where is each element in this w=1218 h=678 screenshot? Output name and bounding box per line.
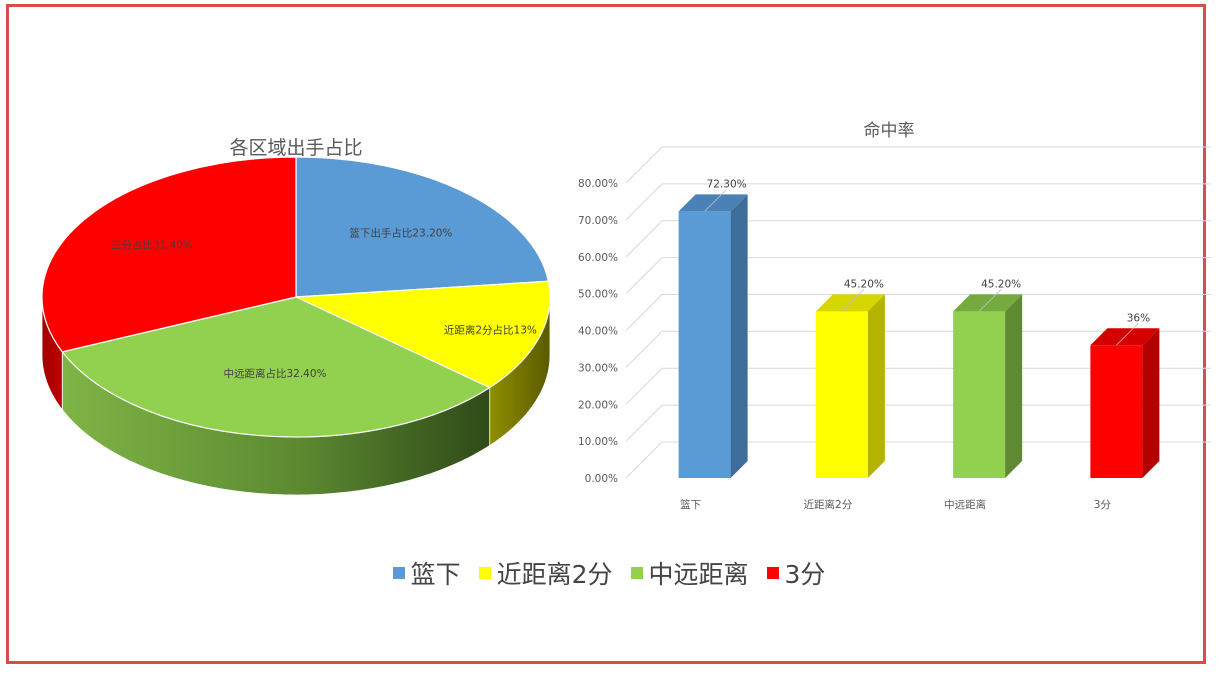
bar-data-label-2: 45.20% (981, 278, 1021, 290)
gridline-8 (625, 146, 1211, 184)
gridline-4 (625, 294, 1211, 331)
bar-side-1 (867, 294, 885, 478)
pie-data-label-2: 中远距离占比32.40% (223, 367, 326, 380)
legend: 篮下 近距离2分 中远距离 3分 (0, 555, 1218, 591)
pie-slice-3 (41, 156, 297, 353)
gridline-0 (625, 441, 1211, 479)
x-tick-label-2: 中远距离 (944, 498, 986, 511)
bar-chart: 0.00% 10.00% 20.00% 30.00% 40.00% 50.00% 60.00… (578, 146, 1211, 511)
pie-slice-1 (295, 280, 551, 389)
gridline-1 (625, 404, 1211, 442)
gridline-7 (625, 183, 1211, 221)
gridline-2 (625, 367, 1211, 405)
y-tick-label-3: 30.00% (578, 362, 618, 374)
y-tick-label-1: 10.00% (578, 436, 618, 448)
data-label-leader-3 (1116, 322, 1139, 346)
legend-label: 3分 (784, 560, 826, 589)
x-tick-label-0: 篮下 (680, 498, 701, 511)
y-tick-label-2: 20.00% (578, 399, 618, 411)
data-label-leader-2 (978, 289, 1002, 312)
x-tick-label-3: 3分 (1094, 499, 1112, 511)
gridline-3 (625, 330, 1211, 368)
y-tick-label-6: 60.00% (578, 252, 618, 264)
legend-label: 近距离2分 (496, 560, 613, 589)
legend-swatch (630, 567, 643, 579)
bar-data-label-1: 45.20% (844, 278, 884, 290)
bar-data-label-3: 36% (1127, 312, 1150, 324)
y-tick-label-4: 40.00% (578, 326, 618, 338)
y-tick-label-5: 50.00% (578, 289, 618, 301)
legend-swatch (766, 567, 779, 579)
y-tick-label-7: 70.00% (578, 215, 618, 227)
pie-slice-0 (295, 156, 550, 298)
bar-0 (678, 211, 731, 479)
pie-slice-2 (61, 296, 491, 438)
bar-side-2 (1005, 294, 1023, 478)
bar-side-3 (1142, 328, 1160, 478)
legend-item-3pt: 3分 (766, 555, 826, 591)
legend-label: 中远距离 (648, 560, 749, 589)
bar-3 (1090, 345, 1143, 478)
legend-swatch (392, 567, 405, 579)
y-tick-label-0: 0.00% (585, 473, 618, 485)
bar-side-0 (730, 194, 748, 479)
pie-data-label-0: 篮下出手占比23.20% (349, 226, 452, 239)
x-tick-label-1: 近距离2分 (804, 498, 853, 511)
bar-2 (953, 311, 1006, 478)
legend-item-close-2pt: 近距离2分 (478, 555, 613, 591)
pie-title: 各区域出手占比 (229, 137, 362, 159)
bar-1 (815, 311, 868, 478)
gridline-5 (625, 257, 1211, 294)
legend-label: 篮下 (410, 560, 461, 589)
pie-data-label-3: 三分占比31.40% (111, 239, 193, 252)
legend-swatch (478, 567, 491, 579)
data-label-leader-1 (841, 289, 865, 312)
bar-title: 命中率 (864, 121, 915, 141)
pie-chart: 篮下出手占比23.20% 近距离2分占比13% 中远距离占比32.40% 三分占比31… (41, 156, 551, 496)
gridline-6 (625, 220, 1211, 258)
legend-item-basket: 篮下 (392, 555, 461, 591)
data-label-leader-0 (704, 189, 727, 212)
y-tick-label-8: 80.00% (578, 178, 618, 190)
bar-data-label-0: 72.30% (707, 178, 747, 190)
pie-data-label-1: 近距离2分占比13% (444, 324, 537, 337)
legend-item-mid-range: 中远距离 (630, 555, 749, 591)
